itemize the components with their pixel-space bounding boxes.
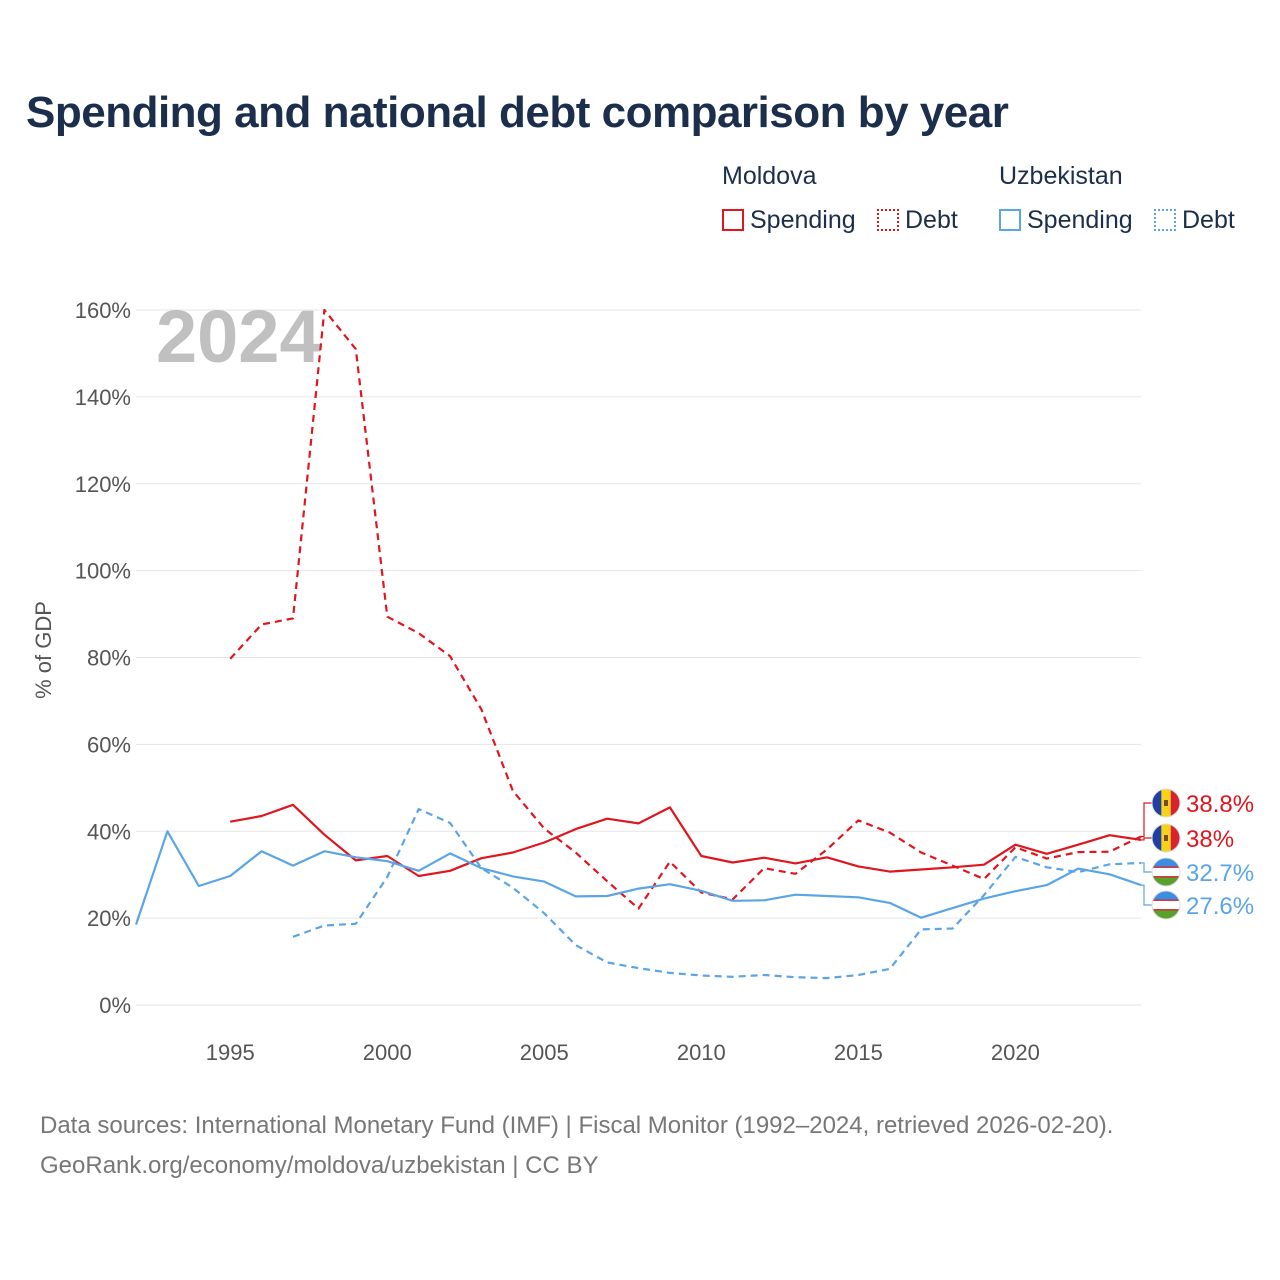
x-tick-label: 2020 xyxy=(991,1040,1040,1065)
y-tick-label: 0% xyxy=(99,993,131,1018)
legend-label-uzbekistan-spending: Spending xyxy=(1027,205,1133,234)
uzbekistan-flag-icon xyxy=(1151,890,1181,920)
y-tick-label: 120% xyxy=(75,472,131,497)
legend-label-uzbekistan-debt: Debt xyxy=(1182,205,1235,234)
y-axis-label: % of GDP xyxy=(31,601,56,699)
legend-group-moldova: Moldova xyxy=(722,162,817,190)
legend-swatch-uzbekistan-debt xyxy=(1154,209,1176,231)
data-source-note: Data sources: International Monetary Fun… xyxy=(40,1106,1113,1186)
x-tick-label: 2015 xyxy=(834,1040,883,1065)
legend-label-moldova-debt: Debt xyxy=(905,205,958,234)
y-tick-label: 100% xyxy=(75,559,131,584)
end-connector-uzbekistan-debt xyxy=(1141,862,1152,873)
end-value-label-uzbekistan-debt: 32.7% xyxy=(1186,860,1254,887)
y-tick-label: 60% xyxy=(87,732,131,757)
legend-swatch-moldova-debt xyxy=(877,209,899,231)
legend-label-moldova-spending: Spending xyxy=(750,205,856,234)
series-line-moldova-spending xyxy=(230,803,1142,878)
source-line-1: Data sources: International Monetary Fun… xyxy=(40,1112,1114,1139)
y-tick-label: 40% xyxy=(87,819,131,844)
end-value-label-moldova-spending: 38% xyxy=(1186,826,1234,853)
legend-swatch-uzbekistan-spending xyxy=(999,209,1021,231)
x-tick-label: 1995 xyxy=(206,1040,255,1065)
legend-item-uzbekistan-spending[interactable]: Spending xyxy=(999,204,1133,236)
y-tick-label: 160% xyxy=(75,298,131,323)
end-connector-uzbekistan-spending xyxy=(1141,884,1152,906)
series-line-uzbekistan-spending xyxy=(134,830,1142,925)
series-line-moldova-debt xyxy=(229,308,1142,910)
year-watermark: 2024 xyxy=(156,295,321,378)
uzbekistan-flag-icon xyxy=(1151,857,1181,887)
end-connector-moldova-spending xyxy=(1141,837,1152,841)
x-tick-label: 2000 xyxy=(363,1040,412,1065)
source-line-2: GeoRank.org/economy/moldova/uzbekistan |… xyxy=(40,1152,599,1179)
moldova-flag-icon xyxy=(1151,823,1181,853)
series-line-uzbekistan-debt xyxy=(292,807,1142,980)
legend-item-moldova-debt[interactable]: Debt xyxy=(877,204,958,236)
x-tick-label: 2005 xyxy=(520,1040,569,1065)
y-tick-label: 140% xyxy=(75,385,131,410)
legend-item-uzbekistan-debt[interactable]: Debt xyxy=(1154,204,1235,236)
y-tick-label: 20% xyxy=(87,906,131,931)
chart-title: Spending and national debt comparison by… xyxy=(26,88,1009,137)
y-tick-label: 80% xyxy=(87,646,131,671)
chart-plot-area: 0% 20% 40% 60% 80% 100% 120% 140% 160% 1995 2000 20… xyxy=(31,295,1254,1065)
x-tick-label: 2010 xyxy=(677,1040,726,1065)
legend-group-uzbekistan: Uzbekistan xyxy=(999,162,1123,190)
moldova-flag-icon xyxy=(1151,788,1181,818)
legend-swatch-moldova-spending xyxy=(722,209,744,231)
end-value-label-uzbekistan-spending: 27.6% xyxy=(1186,893,1254,920)
legend-item-moldova-spending[interactable]: Spending xyxy=(722,204,856,236)
end-value-label-moldova-debt: 38.8% xyxy=(1186,791,1254,818)
end-connector-moldova-debt xyxy=(1141,802,1152,838)
